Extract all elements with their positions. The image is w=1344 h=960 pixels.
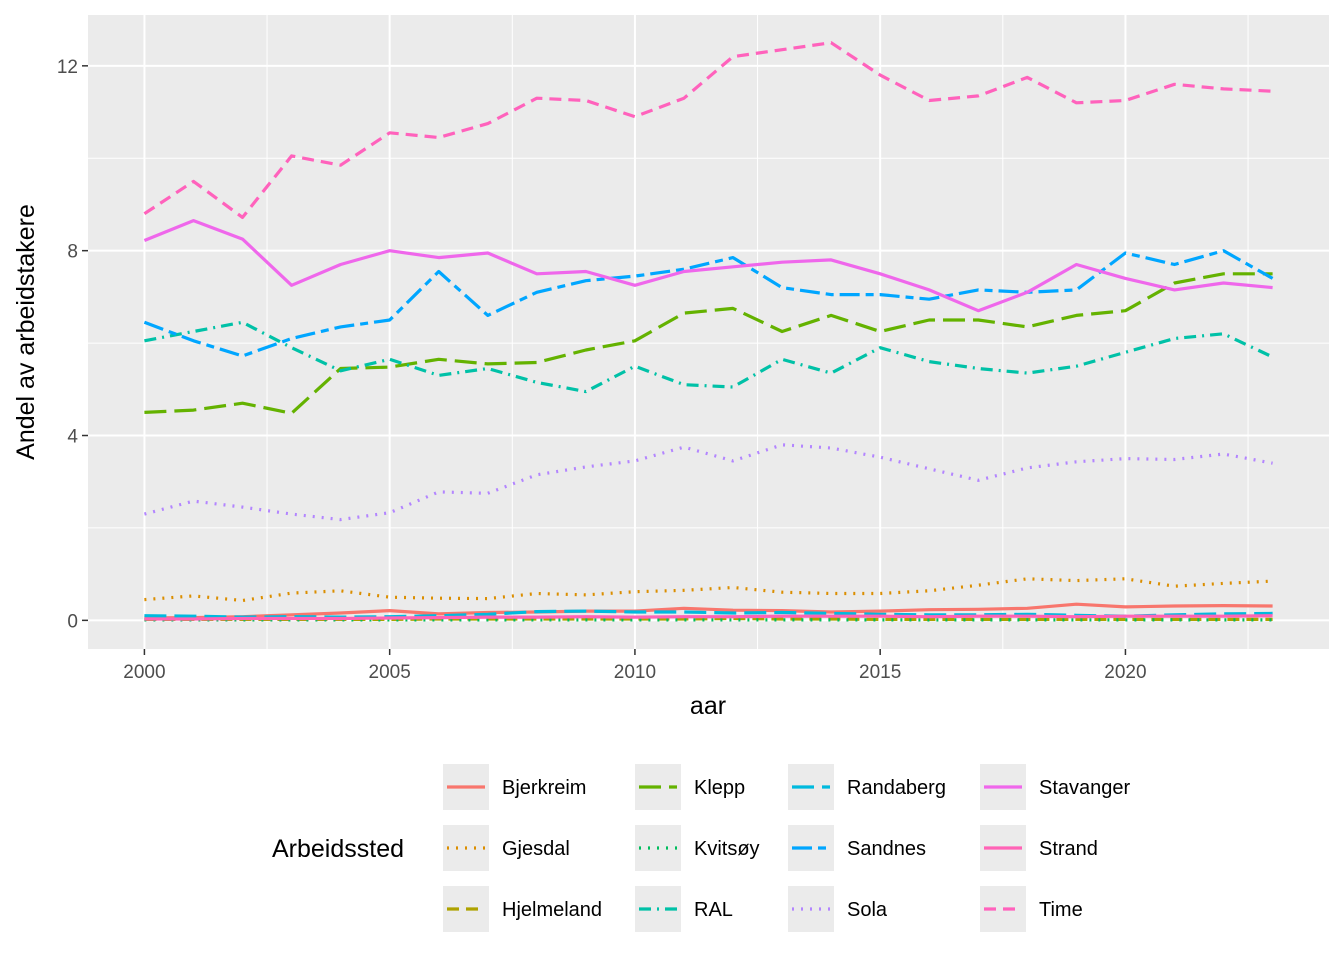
legend-label: Strand — [1039, 838, 1098, 860]
legend-label: Sandnes — [847, 838, 926, 860]
legend-item-ral: RAL — [635, 886, 733, 932]
x-tick-label: 2000 — [123, 662, 165, 683]
legend-item-hjelmeland: Hjelmeland — [443, 886, 602, 932]
minor-gridlines — [88, 15, 1329, 649]
legend-label: Gjesdal — [502, 838, 570, 860]
legend-label: Stavanger — [1039, 777, 1131, 799]
y-tick-label: 12 — [57, 57, 78, 78]
legend-item-sandnes: Sandnes — [788, 825, 926, 871]
legend-label: Kvitsøy — [694, 838, 760, 860]
legend-title: Arbeidssted — [272, 835, 404, 863]
x-tick-label: 2015 — [859, 662, 901, 683]
series-line-hjelmeland — [144, 616, 1273, 621]
legend-label: Randaberg — [847, 777, 946, 799]
x-tick-label: 2005 — [369, 662, 411, 683]
legend-label: Hjelmeland — [502, 899, 602, 921]
plot-panel — [88, 15, 1329, 649]
legend-item-kvitsøy: Kvitsøy — [635, 825, 760, 871]
legend-label: Sola — [847, 899, 888, 921]
legend-item-sola: Sola — [788, 886, 888, 932]
legend-item-klepp: Klepp — [635, 764, 745, 810]
y-tick-label: 4 — [67, 427, 78, 448]
legend-item-strand: Strand — [980, 825, 1098, 871]
series-line-bjerkreim — [144, 602, 1273, 620]
series-lines — [143, 41, 1274, 622]
legend-item-randaberg: Randaberg — [788, 764, 946, 810]
y-axis: 0 4 8 12 — [57, 57, 88, 632]
series-line-ral — [144, 320, 1274, 394]
x-axis: 2000 2005 2010 2015 2020 — [123, 649, 1147, 683]
x-axis-title: aar — [690, 692, 726, 720]
legend-item-bjerkreim: Bjerkreim — [443, 764, 586, 810]
y-axis-title: Andel av arbeidstakere — [12, 204, 40, 460]
series-line-strand — [144, 614, 1273, 621]
x-tick-label: 2020 — [1104, 662, 1146, 683]
legend-item-gjesdal: Gjesdal — [443, 825, 570, 871]
legend-item-stavanger: Stavanger — [980, 764, 1131, 810]
legend-label: RAL — [694, 899, 733, 921]
series-line-sandnes — [143, 249, 1274, 358]
legend: Arbeidssted Bjerkreim Gjesdal Hjelmeland Kl… — [272, 764, 1131, 932]
series-line-time — [143, 41, 1273, 219]
y-tick-label: 0 — [67, 611, 78, 632]
series-line-sola — [143, 443, 1273, 522]
y-tick-label: 8 — [67, 242, 78, 263]
legend-item-time: Time — [980, 886, 1083, 932]
x-tick-label: 2010 — [614, 662, 656, 683]
legend-label: Bjerkreim — [502, 777, 586, 799]
legend-label: Klepp — [694, 777, 745, 799]
legend-label: Time — [1039, 899, 1083, 921]
series-line-stavanger — [143, 219, 1273, 313]
